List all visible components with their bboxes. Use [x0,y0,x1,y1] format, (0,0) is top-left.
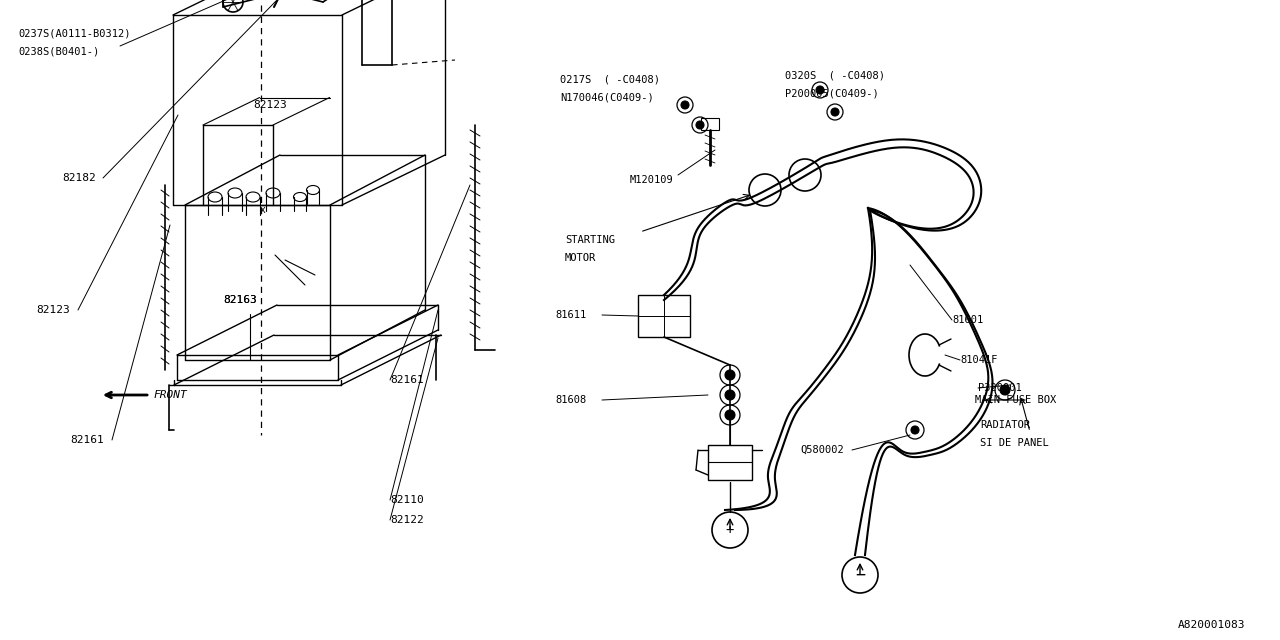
Text: SI DE PANEL: SI DE PANEL [980,438,1048,448]
Text: x: x [260,205,266,215]
Text: 81608: 81608 [556,395,586,405]
Text: 81611: 81611 [556,310,586,320]
Text: 82182: 82182 [61,173,96,183]
Text: STARTING: STARTING [564,235,614,245]
Text: 0238S(B0401-): 0238S(B0401-) [18,46,100,56]
Text: +: + [726,523,735,537]
Text: A820001083: A820001083 [1178,620,1245,630]
Text: 82123: 82123 [36,305,69,315]
Text: P200005(C0409-): P200005(C0409-) [785,88,879,98]
Text: FRONT: FRONT [154,390,187,400]
Text: N170046(C0409-): N170046(C0409-) [561,93,654,103]
Text: MOTOR: MOTOR [564,253,596,263]
Text: RADIATOR: RADIATOR [980,420,1030,430]
Circle shape [696,121,704,129]
Circle shape [911,426,919,434]
Circle shape [724,370,735,380]
Circle shape [724,410,735,420]
Circle shape [724,390,735,400]
Text: Q580002: Q580002 [800,445,844,455]
Text: M120109: M120109 [630,175,673,185]
Circle shape [831,108,838,116]
Text: 0217S  ( -C0408): 0217S ( -C0408) [561,75,660,85]
Bar [637,295,690,337]
Text: 82161: 82161 [390,375,424,385]
Text: P320001: P320001 [978,383,1021,393]
Text: MAIN FUSE BOX: MAIN FUSE BOX [975,395,1056,405]
Text: 82161: 82161 [70,435,104,445]
Text: 82122: 82122 [390,515,424,525]
Circle shape [817,86,824,94]
Text: 81601: 81601 [952,315,983,325]
Circle shape [681,101,689,109]
Bar [701,118,719,130]
Text: 82163: 82163 [223,295,257,305]
Text: 81041F: 81041F [960,355,997,365]
Text: −: − [855,566,865,584]
Text: 0320S  ( -C0408): 0320S ( -C0408) [785,70,884,80]
Text: 82123: 82123 [253,100,287,110]
Circle shape [1000,385,1010,395]
Text: 82163: 82163 [223,295,257,305]
Bar [708,445,753,480]
Text: 82110: 82110 [390,495,424,505]
Text: 0237S(A0111-B0312): 0237S(A0111-B0312) [18,28,131,38]
